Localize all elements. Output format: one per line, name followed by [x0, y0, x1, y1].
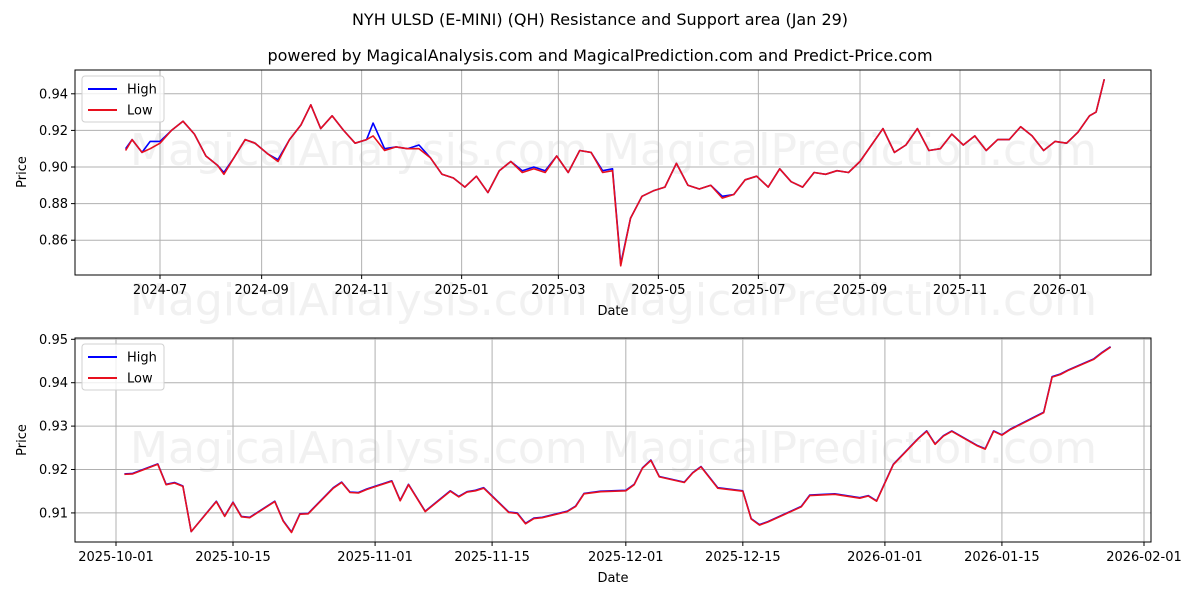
- x-tick-label: 2026-02-01: [1106, 550, 1182, 565]
- y-axis-label: Price: [15, 156, 30, 188]
- x-tick-label: 2025-01: [434, 283, 488, 298]
- x-tick-label: 2026-01: [1033, 283, 1087, 298]
- y-tick-label: 0.91: [39, 506, 68, 521]
- top-price-chart: MagicalAnalysis.comMagicalAnalysis.comMa…: [15, 69, 1152, 326]
- x-axis-label: Date: [597, 571, 628, 586]
- y-tick-label: 0.94: [39, 376, 68, 391]
- x-tick-label: 2025-11-15: [454, 550, 530, 565]
- y-tick-label: 0.92: [39, 463, 68, 478]
- legend-low-label: Low: [127, 104, 153, 119]
- plot-frame: [74, 337, 1152, 543]
- series-line-low: [124, 346, 1112, 534]
- x-tick-label: 2025-11-01: [337, 550, 413, 565]
- x-tick-label: 2025-05: [631, 283, 685, 298]
- legend-low-label: Low: [127, 372, 153, 387]
- legend: High Low: [81, 75, 165, 123]
- x-tick-label: 2025-03: [531, 283, 585, 298]
- x-tick-label: 2025-11: [933, 283, 987, 298]
- legend-high-label: High: [127, 351, 157, 366]
- watermark-text: MagicalAnalysis.com: [130, 275, 588, 326]
- legend-high-label: High: [127, 83, 157, 98]
- y-tick-label: 0.88: [39, 197, 68, 212]
- x-tick-label: 2026-01-01: [847, 550, 923, 565]
- watermark-text: MagicalPrediction.com: [602, 125, 1097, 176]
- plot-frame: [74, 69, 1152, 276]
- chart-title: NYH ULSD (E-MINI) (QH) Resistance and Su…: [351, 10, 849, 29]
- x-tick-label: 2025-09: [833, 283, 887, 298]
- y-tick-label: 0.94: [39, 87, 68, 102]
- x-tick-label: 2024-09: [234, 283, 288, 298]
- x-tick-label: 2024-11: [334, 283, 388, 298]
- x-tick-label: 2025-10-15: [195, 550, 271, 565]
- bottom-price-chart: MagicalAnalysis.comMagicalAnalysis.comMa…: [15, 333, 1182, 586]
- watermark-text: MagicalPrediction.com: [602, 275, 1097, 326]
- y-tick-label: 0.86: [39, 234, 68, 249]
- x-tick-label: 2025-12-01: [588, 550, 664, 565]
- y-tick-label: 0.92: [39, 124, 68, 139]
- y-tick-label: 0.90: [39, 161, 68, 176]
- y-tick-label: 0.95: [39, 333, 68, 348]
- series-line-low: [124, 79, 1106, 267]
- y-axis-label: Price: [15, 424, 30, 456]
- watermark-text: MagicalAnalysis.com: [130, 423, 588, 474]
- legend: High Low: [81, 343, 165, 391]
- watermark-text: MagicalPrediction.com: [602, 423, 1097, 474]
- y-tick-label: 0.93: [39, 420, 68, 435]
- x-axis-label: Date: [597, 304, 628, 319]
- chart-subtitle: powered by MagicalAnalysis.com and Magic…: [267, 46, 933, 65]
- x-tick-label: 2025-07: [731, 283, 785, 298]
- x-tick-label: 2026-01-15: [964, 550, 1040, 565]
- x-tick-label: 2025-10-01: [78, 550, 154, 565]
- x-tick-label: 2025-12-15: [705, 550, 781, 565]
- x-tick-label: 2024-07: [133, 283, 187, 298]
